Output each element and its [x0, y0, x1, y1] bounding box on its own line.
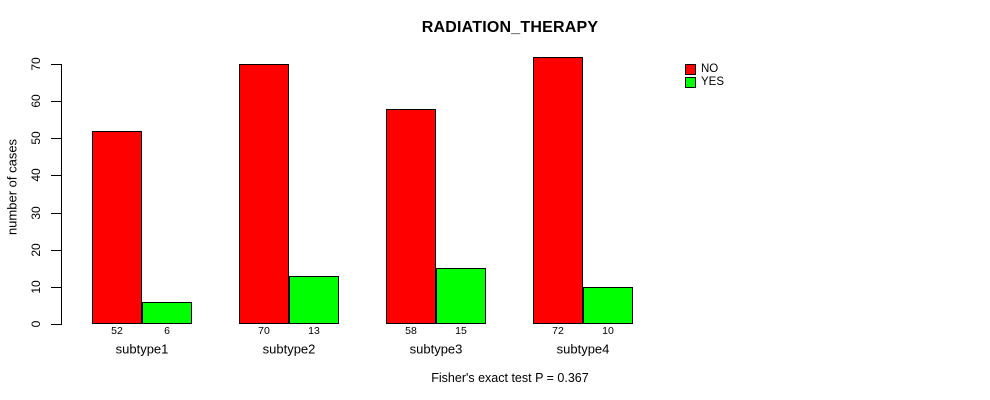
y-axis-line [61, 64, 62, 325]
bar-value-label-no-subtype1: 52 [111, 325, 123, 337]
x-category-label-subtype3: subtype3 [409, 341, 463, 357]
x-category-label-subtype1: subtype1 [115, 341, 169, 357]
bar-yes-subtype1 [142, 302, 192, 324]
bar-no-subtype3 [386, 109, 436, 324]
bar-value-label-yes-subtype2: 13 [308, 325, 320, 337]
bar-yes-subtype3 [436, 268, 486, 324]
bar-value-label-no-subtype2: 70 [258, 325, 270, 337]
y-tick-label: 20 [29, 243, 43, 257]
legend-label-no: NO [701, 63, 719, 75]
bar-no-subtype1 [92, 131, 142, 324]
x-category-label-subtype4: subtype4 [556, 341, 610, 357]
y-tick-mark [51, 101, 61, 102]
y-tick-label: 50 [29, 131, 43, 145]
legend-swatch-yes-icon [685, 77, 696, 88]
legend-item-no: NO [685, 63, 724, 76]
y-tick-mark [51, 250, 61, 251]
y-tick-mark [51, 287, 61, 288]
bar-value-label-no-subtype3: 58 [405, 325, 417, 337]
bar-value-label-yes-subtype4: 10 [602, 325, 614, 337]
bar-no-subtype4 [533, 57, 583, 324]
y-tick-label: 30 [29, 206, 43, 220]
y-tick-label: 0 [29, 320, 43, 328]
legend-label-yes: YES [701, 76, 725, 88]
bar-value-label-yes-subtype1: 6 [164, 325, 170, 337]
bar-yes-subtype2 [289, 276, 339, 324]
y-tick-label: 70 [29, 57, 43, 71]
y-tick-mark [51, 213, 61, 214]
y-tick-mark [51, 64, 61, 65]
y-tick-mark [51, 324, 61, 325]
x-category-label-subtype2: subtype2 [262, 341, 316, 357]
bar-value-label-no-subtype4: 72 [552, 325, 564, 337]
bar-value-label-yes-subtype3: 15 [455, 325, 467, 337]
footer-annotation: Fisher's exact test P = 0.367 [431, 371, 589, 385]
bar-no-subtype2 [239, 64, 289, 324]
legend-item-yes: YES [685, 76, 724, 89]
y-tick-mark [51, 138, 61, 139]
y-tick-mark [51, 175, 61, 176]
chart-title: RADIATION_THERAPY [421, 19, 599, 36]
bar-yes-subtype4 [583, 287, 633, 324]
y-tick-label: 60 [29, 94, 43, 108]
y-tick-label: 40 [29, 168, 43, 182]
legend-swatch-no-icon [685, 64, 696, 75]
y-tick-label: 10 [29, 280, 43, 294]
legend: NO YES [685, 63, 724, 89]
